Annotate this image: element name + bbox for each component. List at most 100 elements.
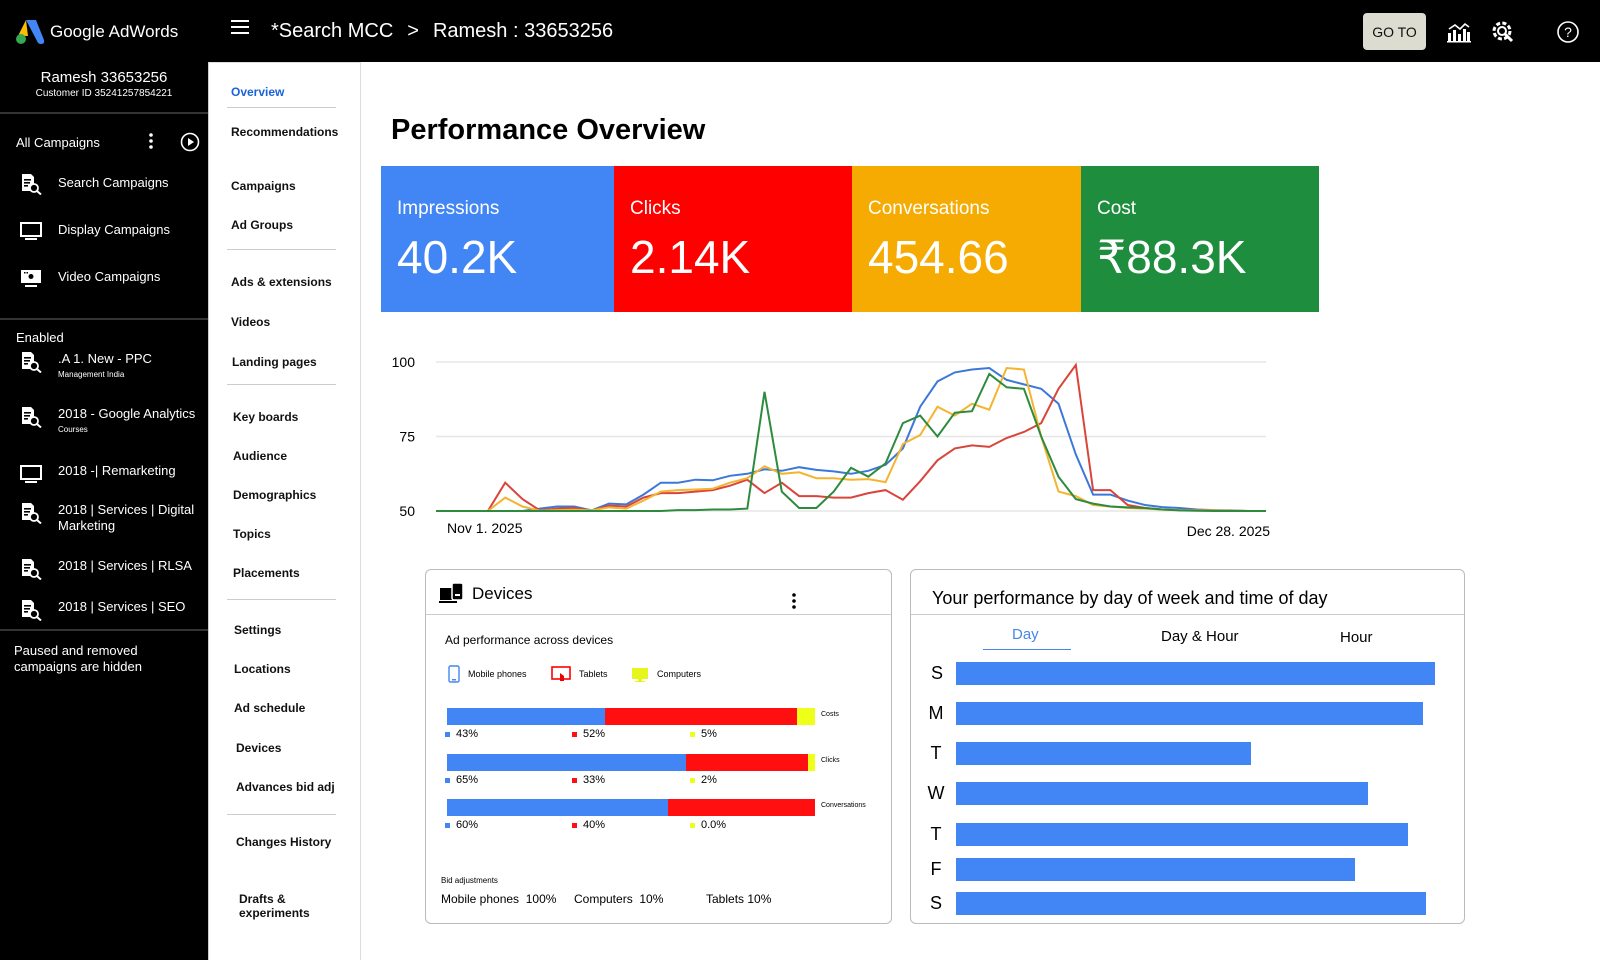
legend-swatch	[572, 822, 577, 828]
day-bar[interactable]	[956, 662, 1435, 685]
nav-ad-schedule[interactable]: Ad schedule	[234, 701, 306, 715]
tab-day-hour[interactable]: Day & Hour	[1161, 628, 1239, 645]
day-bar[interactable]	[956, 742, 1252, 765]
campaign-item[interactable]: 2018 -| Remarketing	[0, 463, 208, 485]
hamburger-menu-icon[interactable]	[231, 20, 249, 36]
enabled-label: Enabled	[16, 330, 64, 345]
reports-icon[interactable]	[1446, 20, 1472, 44]
device-bar-segment-mobile-phones[interactable]	[447, 799, 668, 816]
breadcrumb-account[interactable]: Ramesh : 33653256	[432, 20, 614, 42]
tablet-icon	[551, 666, 571, 681]
more-options-icon[interactable]	[148, 132, 154, 150]
nav-landing-pages[interactable]: Landing pages	[232, 355, 317, 369]
card-menu-icon[interactable]	[791, 592, 797, 610]
nav-divider	[227, 384, 336, 385]
pct-value: 2%	[701, 774, 717, 786]
device-pct-label: 43%	[445, 728, 478, 740]
nav-key-boards[interactable]: Key boards	[233, 410, 299, 424]
day-bar[interactable]	[956, 823, 1409, 846]
device-bar-segment-tablets[interactable]	[667, 799, 815, 816]
campaign-item[interactable]: .A 1. New - PPC Management India	[0, 351, 208, 379]
campaign-item[interactable]: 2018 | Services | SEO	[0, 599, 208, 622]
day-time-performance-card: Your performance by day of week and time…	[910, 569, 1465, 924]
day-bar[interactable]	[956, 858, 1355, 881]
nav-settings[interactable]: Settings	[234, 623, 282, 637]
app-logo[interactable]: Google AdWords	[14, 18, 178, 46]
schedule-card-title: Your performance by day of week and time…	[932, 588, 1328, 608]
device-bar-segment-mobile-phones[interactable]	[447, 754, 687, 771]
kpi-label: Clicks	[630, 198, 681, 219]
search-campaign-icon	[20, 558, 42, 581]
nav-audience[interactable]: Audience	[233, 449, 288, 463]
device-bar-segment-computers[interactable]	[796, 708, 815, 725]
nav-campaigns[interactable]: Campaigns	[231, 179, 296, 193]
campaign-type-search-campaigns[interactable]: Search Campaigns	[0, 170, 208, 217]
day-bar[interactable]	[956, 702, 1424, 725]
y-tick-label: 75	[399, 429, 415, 445]
device-bar-category: Clicks	[821, 757, 840, 764]
pct-value: 40%	[583, 819, 606, 831]
go-to-button[interactable]: GO TO	[1363, 13, 1426, 50]
search-campaign-icon	[20, 406, 42, 429]
search-campaign-icon	[20, 351, 42, 374]
kpi-tile-impressions[interactable]: Impressions 40.2K	[381, 166, 614, 312]
nav-videos[interactable]: Videos	[231, 315, 271, 329]
campaign-type-display-campaigns[interactable]: Display Campaigns	[0, 217, 208, 264]
bid-adjustment-item: Tablets 10%	[706, 892, 771, 906]
nav-devices[interactable]: Devices	[236, 741, 282, 755]
day-bar[interactable]	[956, 782, 1368, 805]
breadcrumb-mcc[interactable]: *Search MCC	[271, 20, 394, 42]
kpi-value: 2.14K	[630, 231, 751, 283]
kpi-tile-cost[interactable]: Cost ₹88.3K	[1081, 166, 1319, 312]
nav-ads-extensions[interactable]: Ads & extensions	[231, 275, 332, 289]
day-bar[interactable]	[956, 892, 1426, 915]
nav-advances-bid-adj[interactable]: Advances bid adj	[236, 780, 335, 794]
tab-hour[interactable]: Hour	[1340, 629, 1373, 646]
tools-icon[interactable]	[1490, 20, 1516, 44]
device-pct-label: 65%	[445, 774, 478, 786]
nav-changes-history[interactable]: Changes History	[236, 835, 332, 849]
device-bar-segment-computers[interactable]	[807, 754, 815, 771]
series-line-conversations[interactable]	[436, 366, 1266, 512]
campaign-item[interactable]: 2018 - Google Analytics Courses	[0, 406, 208, 434]
device-pct-label: 5%	[690, 728, 717, 740]
nav-placements[interactable]: Placements	[233, 566, 300, 580]
kpi-tile-clicks[interactable]: Clicks 2.14K	[614, 166, 852, 312]
page-navigation: Overview Recommendations Campaigns Ad Group…	[208, 62, 361, 960]
campaign-type-video-campaigns[interactable]: Video Campaigns	[0, 264, 208, 312]
nav-locations[interactable]: Locations	[234, 662, 291, 676]
device-bar-segment-tablets[interactable]	[686, 754, 808, 771]
all-campaigns-item[interactable]: All Campaigns	[0, 114, 208, 170]
device-bar-segment-tablets[interactable]	[605, 708, 797, 725]
nav-drafts-experiments[interactable]: Drafts & experiments	[239, 892, 310, 920]
campaign-name: 2018 | Services | Digital Marketing	[58, 502, 195, 533]
legend-swatch	[572, 777, 577, 783]
all-campaigns-label: All Campaigns	[16, 134, 100, 150]
pct-value: 60%	[456, 819, 479, 831]
nav-topics[interactable]: Topics	[233, 527, 271, 541]
series-line-cost[interactable]	[436, 372, 1266, 512]
nav-overview[interactable]: Overview	[231, 85, 285, 99]
help-icon[interactable]: ?	[1555, 20, 1581, 44]
series-line-clicks[interactable]	[436, 362, 1266, 512]
campaign-name: 2018 | Services | RLSA	[58, 558, 192, 573]
nav-ad-groups[interactable]: Ad Groups	[231, 218, 293, 232]
device-bar-category: Conversations	[821, 802, 866, 809]
legend-swatch	[690, 777, 695, 783]
bid-device: Tablets	[706, 892, 745, 906]
bid-adjustment-item: Computers 10%	[574, 892, 663, 906]
search-campaign-icon	[20, 173, 42, 196]
nav-divider	[227, 599, 336, 600]
bid-value: 10%	[747, 892, 772, 906]
campaign-item[interactable]: 2018 | Services | Digital Marketing	[0, 502, 208, 534]
series-line-impressions[interactable]	[436, 366, 1266, 512]
tab-day[interactable]: Day	[1012, 626, 1039, 643]
kpi-tile-conversations[interactable]: Conversations 454.66	[852, 166, 1081, 312]
campaign-item[interactable]: 2018 | Services | RLSA	[0, 558, 208, 581]
nav-divider	[227, 249, 336, 250]
nav-recommendations[interactable]: Recommendations	[231, 125, 339, 139]
nav-demographics[interactable]: Demographics	[233, 488, 317, 502]
play-circle-icon[interactable]	[180, 132, 200, 152]
device-bar-segment-mobile-phones[interactable]	[447, 708, 606, 725]
kpi-value: ₹88.3K	[1097, 231, 1247, 283]
